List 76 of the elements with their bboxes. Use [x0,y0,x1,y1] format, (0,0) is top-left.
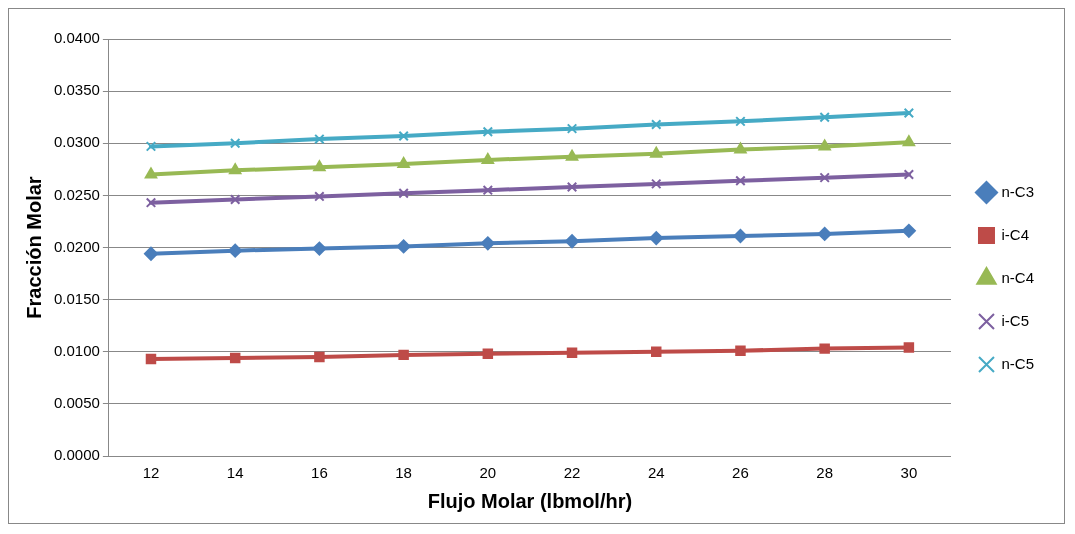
legend-label: n-C5 [1001,354,1034,372]
point [398,188,409,199]
y-tick-label: 0.0250 [53,185,100,203]
point [228,243,243,258]
point [145,353,157,365]
y-tick-label: 0.0000 [53,446,100,464]
point [819,172,830,183]
y-tick-label: 0.0100 [53,341,100,359]
point [901,223,916,238]
point [566,181,578,193]
point [651,346,662,357]
point [565,149,579,161]
point [229,194,241,205]
y-tick-label: 0.0200 [53,237,100,255]
point [482,184,494,196]
y-axis-title: Fracción Molar [22,176,45,319]
point [651,119,662,130]
point [481,152,495,164]
legend-label: i-C5 [1001,311,1029,329]
point [735,175,746,187]
y-tick-label: 0.0350 [53,81,100,99]
point [565,234,580,249]
x-tick-label: 26 [732,464,749,482]
point [735,116,746,127]
point [314,351,325,363]
point [397,157,410,169]
point [229,163,242,175]
point [144,167,158,179]
point [649,231,664,246]
y-tick-label: 0.0150 [53,289,100,307]
point [819,111,830,123]
point [819,343,830,354]
legend-label: i-C4 [1001,225,1029,243]
point [734,142,747,154]
x-tick-label: 28 [816,464,834,482]
x-tick-label: 24 [647,464,665,482]
point [566,347,578,359]
point [482,348,494,360]
point [396,239,411,254]
point [312,241,327,256]
x-tick-label: 12 [142,464,160,482]
y-tick-label: 0.0400 [53,29,100,47]
y-tick-label: 0.0050 [53,394,100,412]
point [398,349,409,361]
point [482,126,494,138]
point [566,123,578,134]
legend-label: n-C4 [1001,268,1034,286]
point [817,226,832,241]
x-tick-label: 14 [226,464,244,482]
point [903,169,915,180]
point [229,352,241,364]
point [733,229,748,244]
point [650,146,663,158]
point [735,345,746,356]
point [903,342,915,353]
x-tick-label: 22 [563,464,581,482]
point [145,197,157,208]
point [902,135,916,147]
x-tick-label: 30 [900,464,918,482]
point [145,141,157,152]
point [651,178,662,190]
point [480,236,495,251]
x-tick-label: 18 [395,464,412,482]
x-tick-label: 16 [311,464,328,482]
x-tick-label: 20 [479,464,497,482]
point [143,246,158,261]
point [314,191,325,202]
point [313,160,326,172]
legend-label: n-C3 [1001,182,1034,200]
point [229,138,241,149]
point [903,107,915,119]
point [398,130,409,142]
point [314,133,325,145]
point [818,139,831,151]
x-axis-title: Flujo Molar (lbmol/hr) [427,489,633,512]
y-tick-label: 0.0300 [53,133,100,151]
